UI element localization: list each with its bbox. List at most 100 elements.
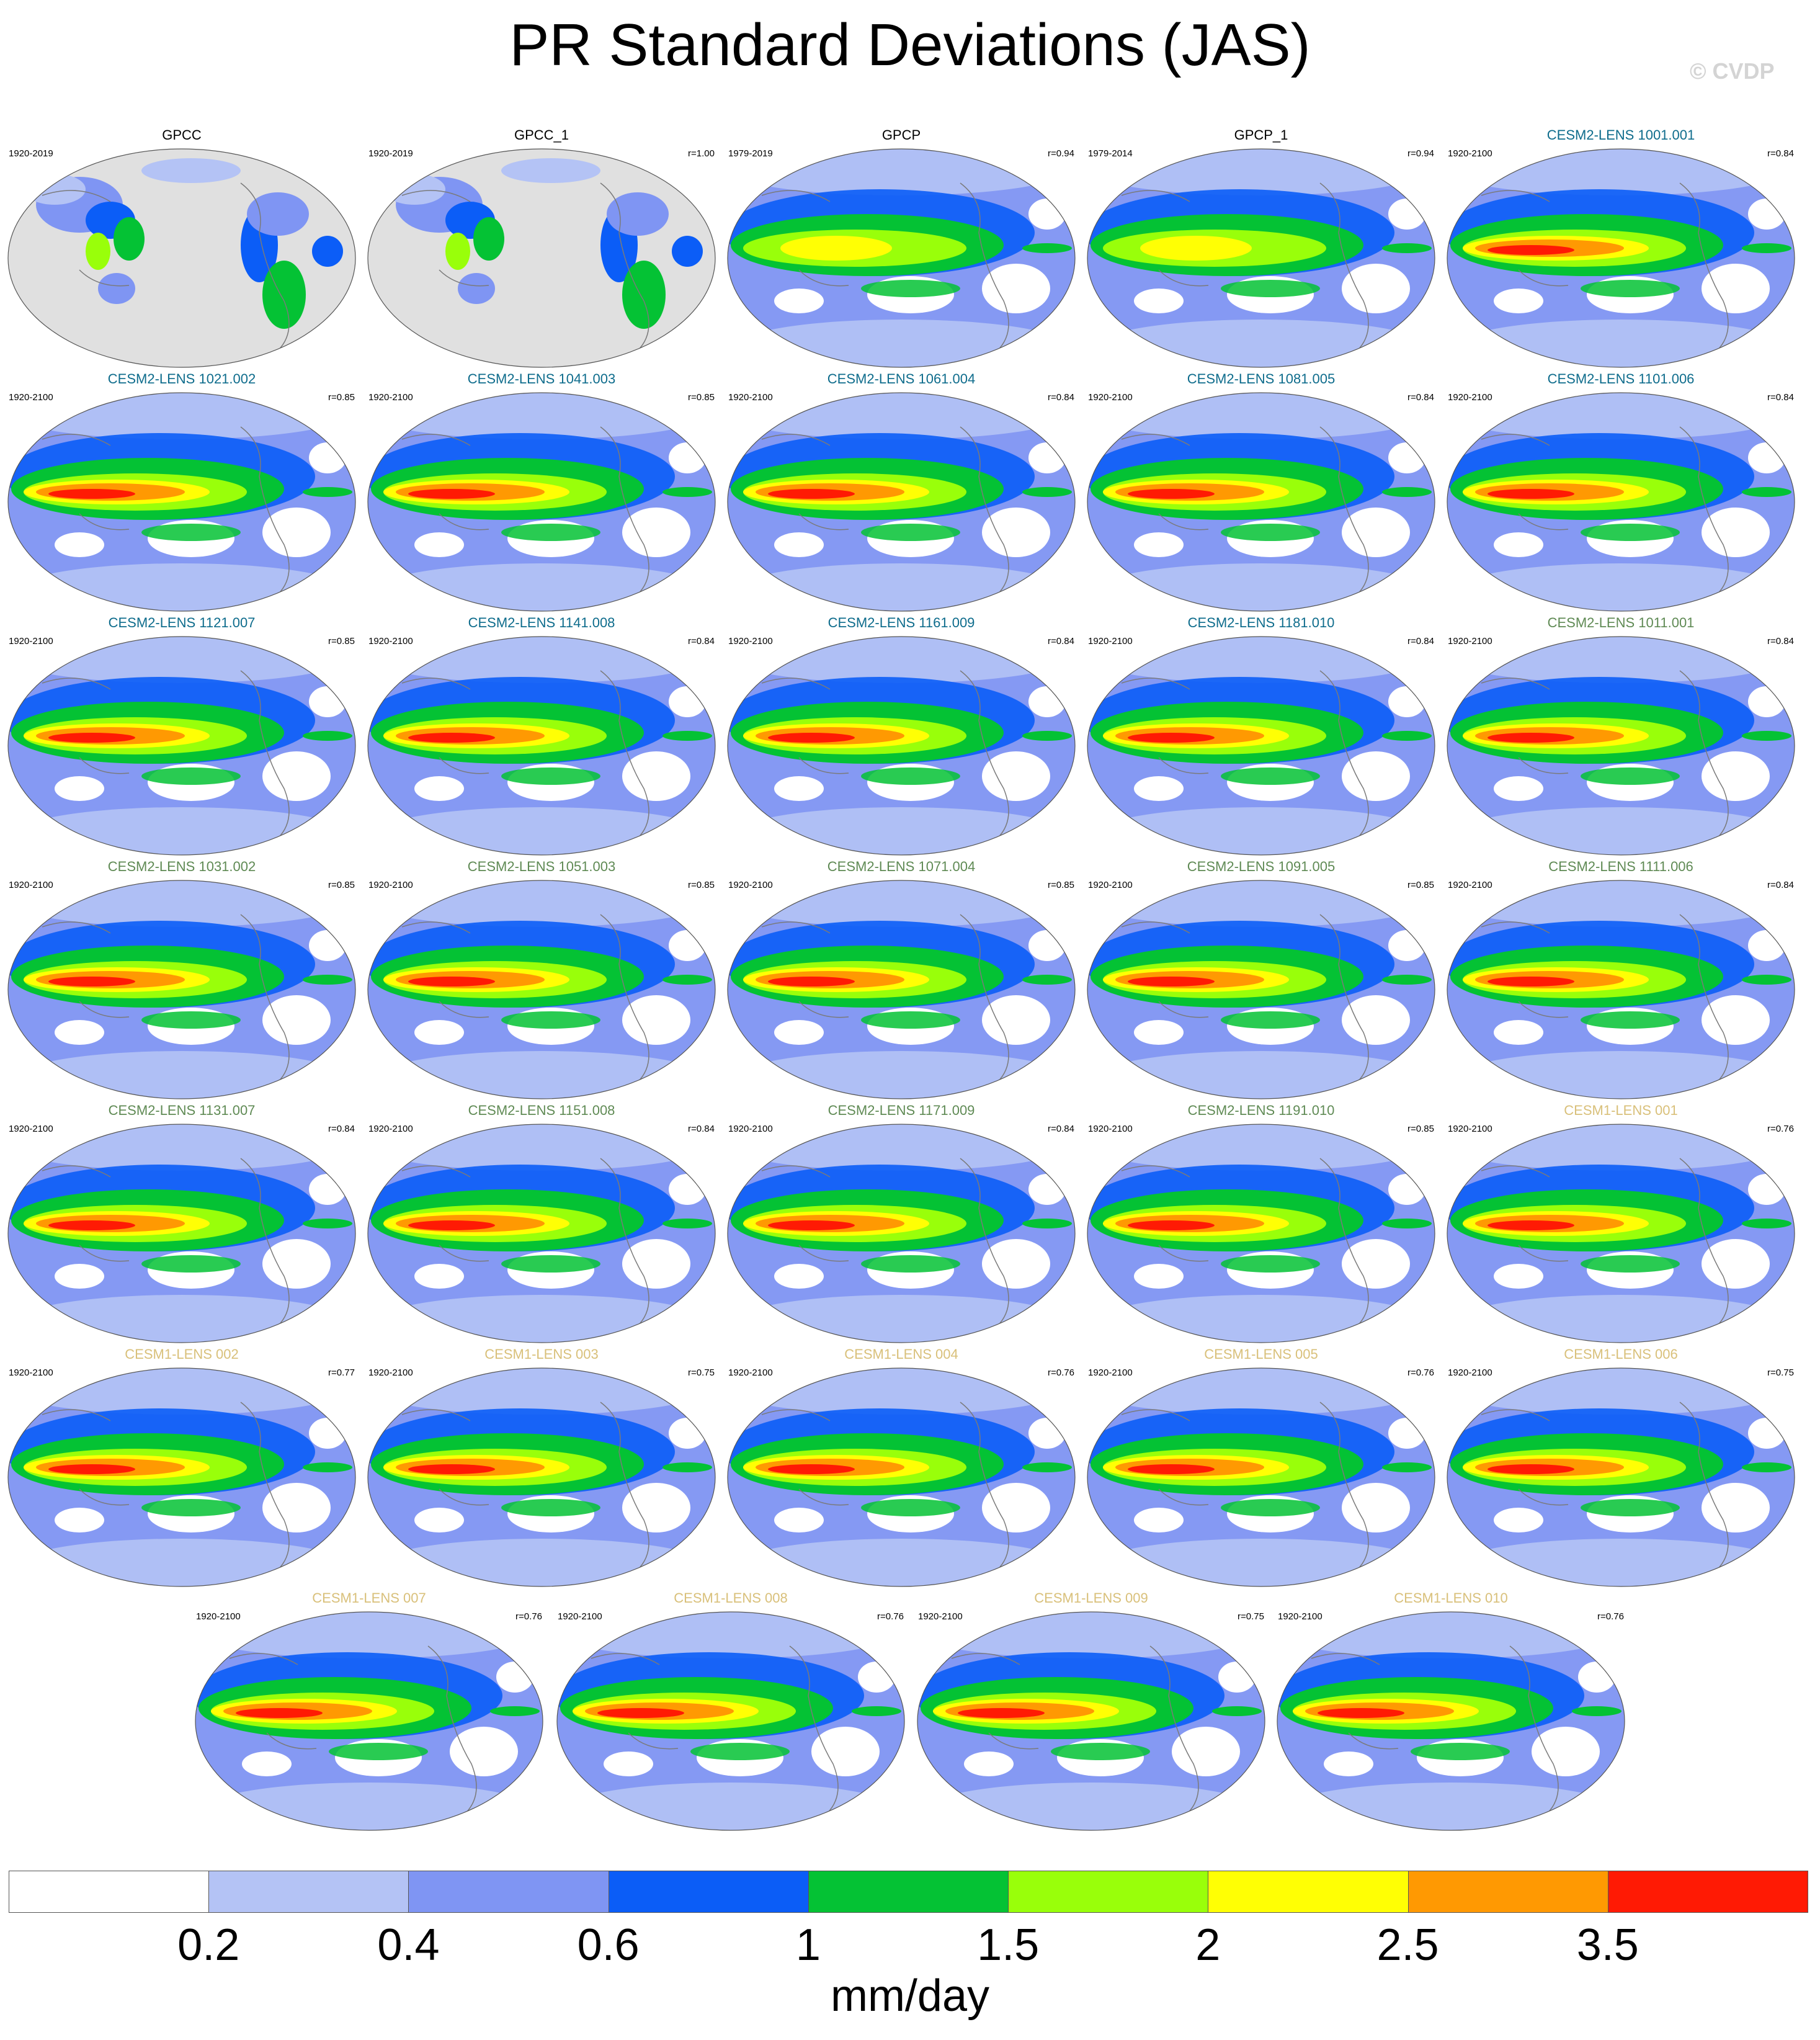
panel-title: CESM2-LENS 1171.009: [827, 1103, 975, 1118]
world-map: [1447, 392, 1795, 612]
panel-title: CESM1-LENS 001: [1564, 1103, 1678, 1118]
colorbar-tick-label: 3.5: [1576, 1920, 1639, 1970]
map-panel: GPCC_1 1920-2019 r=1.00: [365, 127, 718, 370]
colorbar: [9, 1871, 1808, 1913]
map-panel: CESM2-LENS 1081.005 1920-2100 r=0.84: [1084, 371, 1438, 614]
panel-period: 1920-2100: [1088, 880, 1133, 890]
panel-pattern-correlation: r=0.84: [1407, 392, 1434, 403]
panel-period: 1920-2100: [1448, 1124, 1492, 1134]
map-panel: CESM2-LENS 1191.010 1920-2100 r=0.85: [1084, 1103, 1438, 1346]
panel-pattern-correlation: r=0.84: [688, 636, 715, 646]
panel-title: GPCC: [162, 127, 202, 143]
panel-pattern-correlation: r=0.76: [1767, 1124, 1794, 1134]
colorbar-segment: [1208, 1871, 1409, 1913]
panel-period: 1920-2100: [368, 636, 413, 646]
world-map: [367, 880, 716, 1099]
map-panel: CESM2-LENS 1091.005 1920-2100 r=0.85: [1084, 859, 1438, 1102]
panel-title: CESM2-LENS 1191.010: [1187, 1103, 1335, 1118]
panel-period: 1920-2100: [728, 1124, 773, 1134]
world-map: [727, 636, 1076, 856]
colorbar-segment: [1008, 1871, 1209, 1913]
map-panel: CESM2-LENS 1141.008 1920-2100 r=0.84: [365, 615, 718, 858]
panel-pattern-correlation: r=0.76: [1048, 1367, 1074, 1378]
colorbar-tick-label: 2: [1195, 1920, 1221, 1970]
map-panel: CESM2-LENS 1051.003 1920-2100 r=0.85: [365, 859, 718, 1102]
world-map: [7, 392, 356, 612]
colorbar-tick-label: 2.5: [1376, 1920, 1439, 1970]
world-map: [1087, 880, 1435, 1099]
world-map: [1447, 148, 1795, 368]
page-title: PR Standard Deviations (JAS): [509, 12, 1311, 78]
panel-title: CESM1-LENS 006: [1564, 1346, 1678, 1362]
world-map: [195, 1611, 543, 1831]
panel-period: 1920-2100: [728, 392, 773, 403]
panel-period: 1920-2100: [9, 1367, 53, 1378]
world-map: [367, 148, 716, 368]
panel-period: 1920-2100: [9, 1124, 53, 1134]
colorbar-segment: [208, 1871, 409, 1913]
panel-pattern-correlation: r=0.76: [877, 1611, 904, 1622]
map-panel: CESM2-LENS 1061.004 1920-2100 r=0.84: [725, 371, 1078, 614]
map-panel: GPCP 1979-2019 r=0.94: [725, 127, 1078, 370]
world-map: [7, 636, 356, 856]
panel-title: CESM2-LENS 1181.010: [1187, 615, 1335, 630]
map-panel: CESM1-LENS 006 1920-2100 r=0.75: [1444, 1346, 1798, 1590]
panel-title: CESM1-LENS 004: [844, 1346, 958, 1362]
panel-pattern-correlation: r=0.75: [1767, 1367, 1794, 1378]
map-panel: CESM1-LENS 010 1920-2100 r=0.76: [1274, 1590, 1628, 1833]
panel-title: CESM2-LENS 1001.001: [1546, 127, 1695, 143]
map-panel: CESM1-LENS 005 1920-2100 r=0.76: [1084, 1346, 1438, 1590]
panel-pattern-correlation: r=1.00: [688, 148, 715, 159]
map-panel: CESM1-LENS 009 1920-2100 r=0.75: [914, 1590, 1268, 1833]
panel-title: CESM2-LENS 1111.006: [1548, 859, 1693, 874]
map-panel: CESM2-LENS 1111.006 1920-2100 r=0.84: [1444, 859, 1798, 1102]
map-panel: CESM1-LENS 007 1920-2100 r=0.76: [192, 1590, 546, 1833]
panel-title: CESM2-LENS 1021.002: [107, 371, 256, 387]
panel-period: 1920-2100: [728, 1367, 773, 1378]
panel-period: 1920-2100: [9, 636, 53, 646]
map-panel: CESM1-LENS 002 1920-2100 r=0.77: [5, 1346, 359, 1590]
map-panel: CESM2-LENS 1001.001 1920-2100 r=0.84: [1444, 127, 1798, 370]
panel-period: 1920-2100: [1448, 880, 1492, 890]
panel-pattern-correlation: r=0.84: [1048, 636, 1074, 646]
panel-title: CESM1-LENS 007: [312, 1590, 426, 1606]
panel-pattern-correlation: r=0.76: [1597, 1611, 1624, 1622]
colorbar-units: mm/day: [830, 1971, 990, 2021]
map-panel: CESM2-LENS 1021.002 1920-2100 r=0.85: [5, 371, 359, 614]
panel-title: CESM1-LENS 010: [1394, 1590, 1508, 1606]
world-map: [1447, 880, 1795, 1099]
panel-pattern-correlation: r=0.75: [1238, 1611, 1264, 1622]
map-panel: CESM1-LENS 003 1920-2100 r=0.75: [365, 1346, 718, 1590]
world-map: [727, 880, 1076, 1099]
world-map: [7, 880, 356, 1099]
panel-title: CESM1-LENS 005: [1204, 1346, 1318, 1362]
panel-pattern-correlation: r=0.85: [1048, 880, 1074, 890]
map-panel: CESM2-LENS 1071.004 1920-2100 r=0.85: [725, 859, 1078, 1102]
world-map: [1447, 1124, 1795, 1343]
panel-pattern-correlation: r=0.94: [1048, 148, 1074, 159]
map-panel: CESM2-LENS 1101.006 1920-2100 r=0.84: [1444, 371, 1798, 614]
world-map: [1087, 636, 1435, 856]
panel-period: 1920-2100: [9, 392, 53, 403]
panel-pattern-correlation: r=0.85: [328, 636, 355, 646]
panel-period: 1920-2019: [368, 148, 413, 159]
map-panel: GPCC 1920-2019: [5, 127, 359, 370]
panel-title: CESM2-LENS 1161.009: [827, 615, 975, 630]
world-map: [727, 1367, 1076, 1587]
map-panel: CESM2-LENS 1011.001 1920-2100 r=0.84: [1444, 615, 1798, 858]
panel-pattern-correlation: r=0.84: [688, 1124, 715, 1134]
panel-title: CESM2-LENS 1091.005: [1187, 859, 1336, 874]
panel-title: CESM2-LENS 1101.006: [1547, 371, 1695, 387]
world-map: [1447, 1367, 1795, 1587]
colorbar-segment: [608, 1871, 809, 1913]
map-panel: CESM2-LENS 1131.007 1920-2100 r=0.84: [5, 1103, 359, 1346]
panel-period: 1920-2100: [1088, 1124, 1133, 1134]
panel-title: CESM2-LENS 1131.007: [108, 1103, 256, 1118]
panel-period: 1920-2100: [728, 880, 773, 890]
panel-pattern-correlation: r=0.94: [1407, 148, 1434, 159]
panel-title: CESM1-LENS 008: [674, 1590, 788, 1606]
panel-title: CESM2-LENS 1031.002: [107, 859, 256, 874]
panel-pattern-correlation: r=0.84: [1767, 636, 1794, 646]
panel-period: 1979-2014: [1088, 148, 1133, 159]
map-panel: CESM1-LENS 004 1920-2100 r=0.76: [725, 1346, 1078, 1590]
